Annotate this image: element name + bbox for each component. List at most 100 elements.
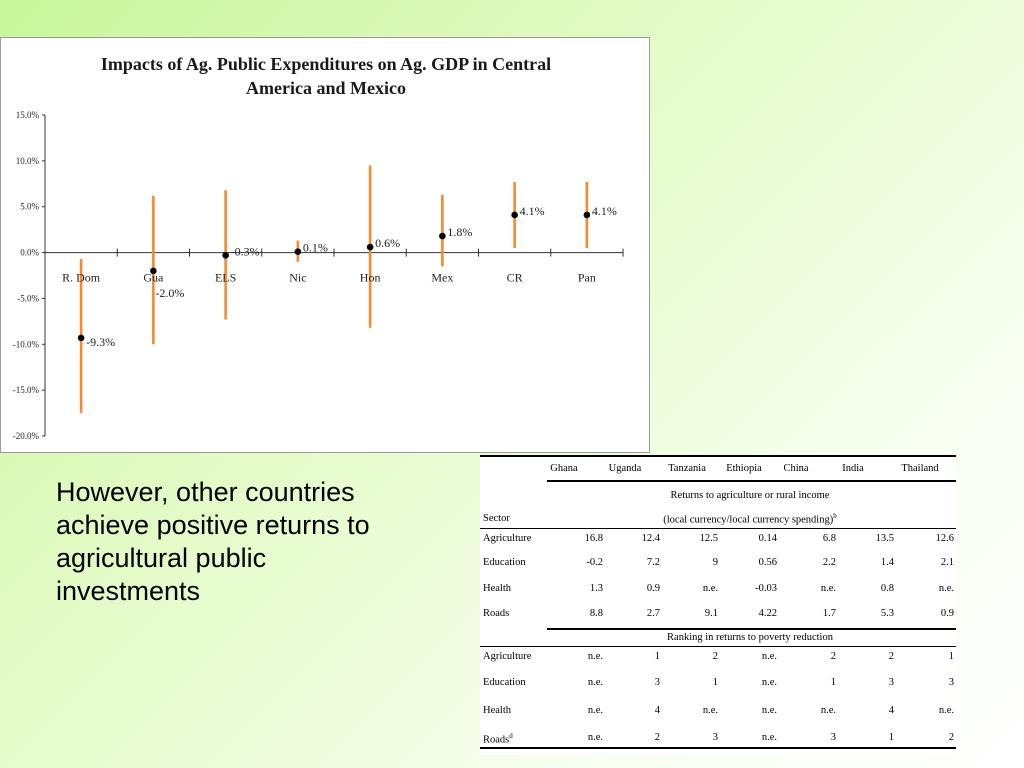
table-cell: 1.4 <box>880 557 894 568</box>
sector-label: Roads <box>483 608 510 619</box>
y-tick-label: -20.0% <box>13 431 40 441</box>
table-cell: 1 <box>654 651 660 662</box>
table-cell: 12.6 <box>935 533 954 544</box>
data-point <box>366 243 374 251</box>
table-cell: -0.03 <box>755 583 777 594</box>
country-header: China <box>783 463 809 474</box>
data-label: -0.3% <box>231 244 260 258</box>
country-header: India <box>842 463 864 474</box>
table-cell: 3 <box>948 677 954 688</box>
table-cell: 4 <box>888 705 894 716</box>
sector-label: Education <box>483 557 526 568</box>
table-cell: 2.7 <box>646 608 660 619</box>
sector-header: Sector <box>483 513 510 524</box>
table-cell: 1.3 <box>589 583 603 594</box>
returns-subheader: (local currency/local currency spending)… <box>663 512 837 526</box>
table-cell: 0.14 <box>758 533 777 544</box>
y-tick-label: -5.0% <box>17 293 39 303</box>
table-cell: n.e. <box>702 705 718 716</box>
table-cell: 2 <box>654 732 660 743</box>
country-header: Uganda <box>608 463 642 474</box>
data-label: 0.1% <box>303 241 328 255</box>
data-label: 4.1% <box>520 204 545 218</box>
table-cell: n.e. <box>761 677 777 688</box>
table-cell: 9.1 <box>704 608 718 619</box>
table-cell: -0.2 <box>586 557 603 568</box>
table-cell: 0.56 <box>758 557 777 568</box>
data-point <box>222 252 229 259</box>
table-cell: n.e. <box>820 705 836 716</box>
data-label: -9.3% <box>86 335 115 349</box>
y-tick-label: 10.0% <box>16 156 40 166</box>
table-cell: 2.2 <box>822 557 836 568</box>
category-label: Mex <box>431 271 453 285</box>
table-cell: 0.9 <box>646 583 660 594</box>
table-cell: 1 <box>830 677 836 688</box>
sector-label: Health <box>483 583 511 594</box>
data-point <box>439 232 446 240</box>
category-label: R. Dom <box>62 271 101 285</box>
country-header: Ghana <box>550 463 578 474</box>
category-label: Gua <box>143 271 164 285</box>
table-cell: 4 <box>654 705 660 716</box>
ranking-rule <box>480 646 956 647</box>
sector-label: Agriculture <box>483 533 532 544</box>
sector-label: Agriculture <box>483 651 532 662</box>
header-rule <box>547 480 956 482</box>
table-cell: n.e. <box>587 651 603 662</box>
table-cell: n.e. <box>938 583 954 594</box>
table-cell: 2 <box>888 651 894 662</box>
table-cell: 13.5 <box>875 533 894 544</box>
table-cell: 6.8 <box>822 533 836 544</box>
table-cell: 1 <box>948 651 954 662</box>
table-cell: 12.4 <box>641 533 660 544</box>
data-label: -2.0% <box>155 286 184 300</box>
category-label: Nic <box>289 271 306 285</box>
chart-panel: Impacts of Ag. Public Expenditures on Ag… <box>0 37 650 453</box>
table-cell: 0.8 <box>880 583 894 594</box>
table-cell: n.e. <box>761 732 777 743</box>
returns-table: Ghana Uganda Tanzania Ethiopia China India Tha… <box>480 455 956 755</box>
table-cell: 3 <box>888 677 894 688</box>
table-cell: n.e. <box>820 583 836 594</box>
table-cell: 12.5 <box>699 533 718 544</box>
table-cell: n.e. <box>587 705 603 716</box>
data-point <box>77 334 85 342</box>
table-cell: 16.8 <box>584 533 603 544</box>
country-header: Ethiopia <box>726 463 762 474</box>
chart-title-line-1: Impacts of Ag. Public Expenditures on Ag… <box>100 54 552 74</box>
table-cell: 5.3 <box>880 608 894 619</box>
table-cell: 9 <box>712 557 718 568</box>
y-tick-label: 15.0% <box>16 110 40 120</box>
ranking-header: Ranking in returns to poverty reduction <box>667 632 833 643</box>
table-cell: n.e. <box>761 651 777 662</box>
table-cell: 1.7 <box>822 608 836 619</box>
table-cell: 1 <box>888 732 894 743</box>
table-cell: 2 <box>948 732 954 743</box>
data-point <box>294 248 302 255</box>
country-header: Thailand <box>901 463 939 474</box>
chart-svg: 15.0% 10.0% 5.0% 0.0% -5.0% -10.0% -15.0% -20.0… <box>13 110 624 441</box>
y-tick-label: 5.0% <box>20 202 39 212</box>
table-cell: 3 <box>712 732 718 743</box>
sector-label: Education <box>483 677 526 688</box>
data-label: 4.1% <box>592 204 617 218</box>
table-cell: 2 <box>712 651 718 662</box>
table-cell: 3 <box>830 732 836 743</box>
table-cell: 2 <box>830 651 836 662</box>
sector-rule <box>480 528 956 529</box>
body-text: However, other countries achieve positiv… <box>56 477 370 606</box>
table-cell: 3 <box>654 677 660 688</box>
category-label: Hon <box>360 271 381 285</box>
chart-title: Impacts of Ag. Public Expenditures on Ag… <box>1 52 651 100</box>
y-tick-label: 0.0% <box>20 248 39 258</box>
data-point <box>583 211 591 219</box>
table-cell: n.e. <box>587 677 603 688</box>
returns-header: Returns to agriculture or rural income <box>670 490 830 501</box>
chart-title-line-2: America and Mexico <box>246 78 406 98</box>
sector-label: Health <box>483 705 511 716</box>
footnote-marker: d <box>509 732 513 740</box>
table-cell: n.e. <box>938 705 954 716</box>
table-top-rule <box>480 455 956 457</box>
data-point <box>511 211 518 219</box>
